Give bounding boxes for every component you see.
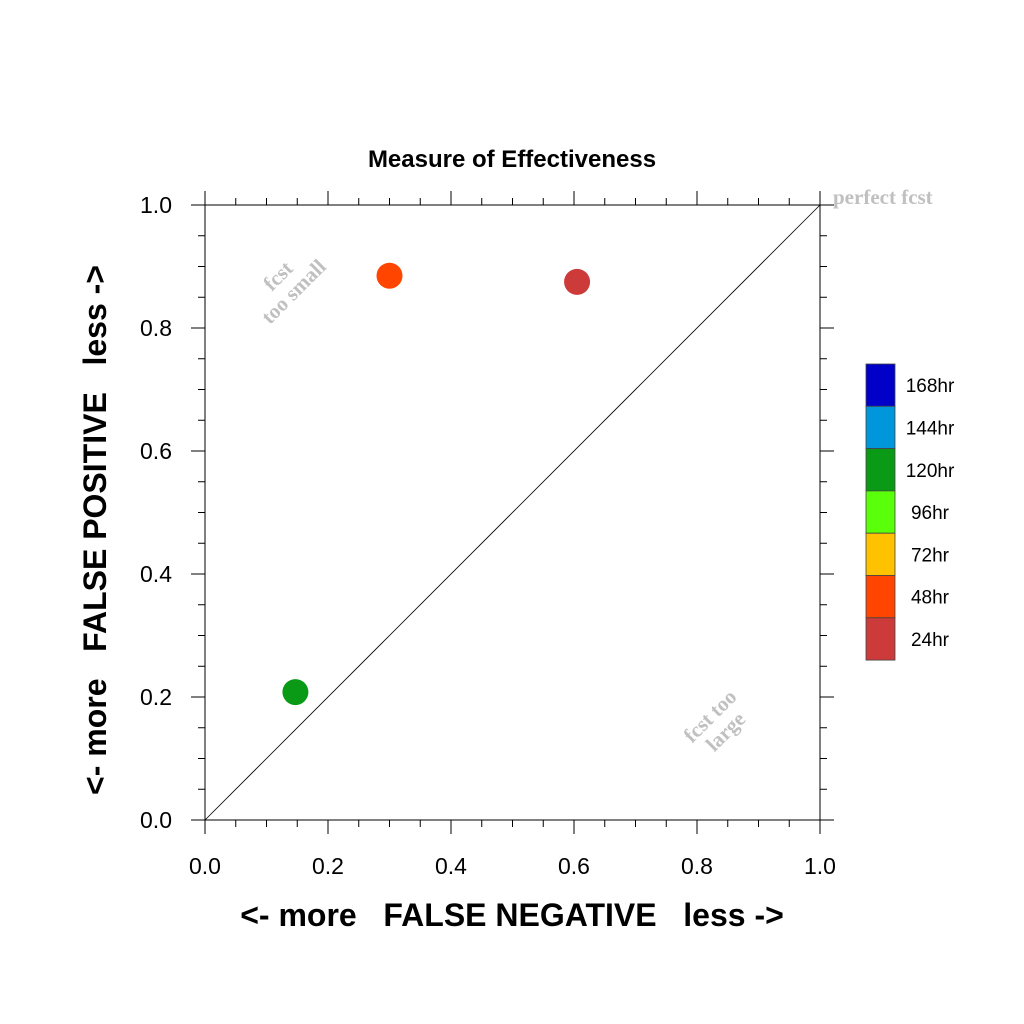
legend-label-144hr: 144hr (906, 418, 955, 439)
y-tick-label: 0.6 (140, 438, 172, 464)
legend-swatch-96hr (865, 490, 896, 534)
chart-title: Measure of Effectiveness (368, 146, 656, 173)
legend-swatch-144hr (865, 405, 896, 449)
y-tick-label: 1.0 (140, 192, 172, 218)
legend-label-24hr: 24hr (911, 630, 950, 651)
legend-swatch-72hr (865, 532, 896, 576)
y-tick-label: 0.4 (140, 561, 172, 587)
annotation-perfect-fcst: perfect fcst (833, 185, 933, 209)
y-axis-label: <- more FALSE POSITIVE less -> (77, 265, 113, 795)
x-tick-label: 0.0 (189, 853, 221, 879)
y-tick-label: 0.8 (140, 315, 172, 341)
axis-tick-labels: 0.0 0.2 0.4 0.6 0.8 1.0 0.0 0.2 0.4 0.6 0.8 1.0 (140, 192, 836, 879)
y-tick-label: 0.0 (140, 807, 172, 833)
data-point-48hr (376, 262, 403, 289)
x-axis-label: <- more FALSE NEGATIVE less -> (240, 897, 784, 933)
x-tick-label: 0.4 (435, 853, 467, 879)
x-tick-label: 0.6 (558, 853, 590, 879)
data-point-24hr (564, 268, 591, 295)
legend-swatch-120hr (865, 448, 896, 492)
annotations: perfect fcst fcst too small fcst too lar… (256, 185, 933, 756)
x-tick-label: 0.2 (312, 853, 344, 879)
data-point-120hr (282, 679, 309, 706)
legend-label-96hr: 96hr (911, 503, 950, 524)
perfect-forecast-diagonal (204, 204, 821, 821)
legend-label-72hr: 72hr (911, 545, 950, 566)
legend-swatch-168hr (865, 363, 896, 407)
y-tick-label: 0.2 (140, 684, 172, 710)
scatter-points (282, 262, 591, 706)
axis-ticks (191, 191, 834, 834)
x-tick-label: 0.8 (681, 853, 713, 879)
legend-swatch-48hr (865, 575, 896, 619)
legend-swatch-24hr (865, 617, 896, 661)
legend: 168hr 144hr 120hr 96hr 72hr 48hr 24hr (865, 363, 955, 661)
legend-label-120hr: 120hr (906, 461, 955, 482)
legend-label-48hr: 48hr (911, 588, 950, 609)
legend-label-168hr: 168hr (906, 376, 955, 397)
x-tick-label: 1.0 (804, 853, 836, 879)
annotation-too-small-line2: too small (256, 254, 330, 328)
